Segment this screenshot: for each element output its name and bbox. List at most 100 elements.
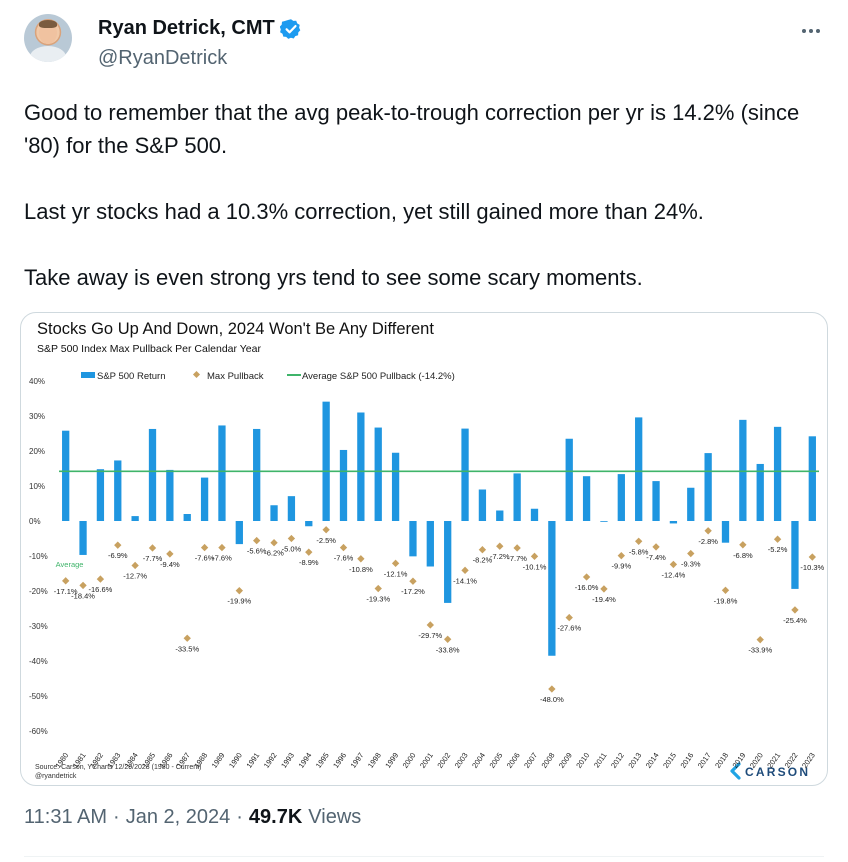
bar-2014	[652, 481, 660, 521]
x-tick-label-2023: 2023	[800, 751, 817, 770]
x-tick-label-2013: 2013	[626, 751, 643, 770]
bar-2020	[756, 463, 764, 521]
y-tick-label: -20%	[29, 587, 48, 596]
bar-1995	[322, 401, 330, 521]
y-tick-label: -50%	[29, 692, 48, 701]
x-tick-label-2006: 2006	[505, 751, 522, 770]
y-tick-label: 40%	[29, 377, 45, 386]
bar-2015	[669, 521, 678, 524]
x-tick-label-2009: 2009	[557, 751, 574, 770]
author-avatar[interactable]	[24, 14, 72, 62]
meta-separator: ·	[236, 806, 243, 828]
pullback-marker-2020	[756, 635, 764, 644]
author-display-name[interactable]: Ryan Detrick, CMT	[98, 17, 275, 39]
pullback-label-2015: -12.4%	[662, 570, 686, 579]
pullback-marker-2001	[426, 621, 434, 629]
bar-1986	[166, 469, 174, 521]
bar-2003	[461, 428, 469, 521]
x-tick-label-1992: 1992	[262, 751, 279, 770]
pullback-label-1999: -12.1%	[384, 569, 408, 578]
pullback-label-1981: -18.4%	[71, 591, 95, 600]
pullback-marker-2005	[496, 542, 504, 550]
x-tick-label-2007: 2007	[522, 751, 539, 770]
pullback-marker-1995	[322, 526, 330, 534]
x-tick-label-2016: 2016	[678, 751, 695, 770]
pullback-marker-1999	[391, 559, 400, 568]
legend-swatch-return	[81, 372, 95, 378]
pullback-label-1992: -6.2%	[264, 549, 284, 558]
tweet-paragraph-1: Good to remember that the avg peak-to-tr…	[24, 100, 800, 158]
bar-2005	[496, 510, 504, 521]
author-name-row: Ryan Detrick, CMT	[98, 17, 302, 40]
x-tick-label-1997: 1997	[349, 751, 366, 770]
pullback-label-1997: -10.8%	[349, 565, 373, 574]
bar-2023	[808, 436, 816, 521]
pullback-label-2019: -6.8%	[733, 551, 753, 560]
bar-1992	[270, 505, 278, 521]
legend-label-return: S&P 500 Return	[97, 371, 165, 382]
bar-2006	[513, 473, 521, 521]
pullback-label-2020: -33.9%	[748, 646, 772, 655]
tweet-date[interactable]: Jan 2, 2024	[125, 806, 231, 828]
bar-2001	[426, 521, 434, 567]
bar-2017	[704, 453, 712, 521]
tweet-text: Good to remember that the avg peak-to-tr…	[24, 96, 830, 294]
pullback-label-2008: -48.0%	[540, 695, 564, 704]
chart-source-line-1: Source: Carson, YCharts 12/29/2023 (1980…	[35, 764, 201, 771]
bar-2002	[444, 521, 452, 603]
bar-1989	[218, 425, 226, 521]
x-tick-label-2018: 2018	[713, 751, 730, 770]
pullback-marker-2008	[548, 685, 556, 693]
pullback-marker-2016	[687, 549, 695, 558]
pullback-marker-2002	[444, 635, 452, 643]
y-tick-label: 0%	[29, 517, 41, 526]
pullback-marker-2022	[791, 606, 799, 614]
pullback-label-1985: -7.7%	[143, 554, 163, 563]
pullback-marker-2004	[478, 546, 487, 554]
pullback-marker-1981	[79, 581, 87, 590]
pullback-label-2017: -2.8%	[698, 537, 718, 546]
pullback-marker-2021	[773, 535, 782, 543]
pullback-marker-1998	[374, 584, 382, 593]
pullback-marker-2003	[461, 566, 469, 575]
pullback-marker-1991	[253, 536, 261, 545]
x-tick-label-2011: 2011	[592, 751, 609, 769]
pullback-marker-2014	[652, 543, 660, 551]
bar-2012	[617, 474, 625, 521]
more-horizontal-icon[interactable]	[796, 16, 826, 46]
x-tick-label-2015: 2015	[661, 751, 678, 770]
bar-2022	[791, 521, 799, 589]
pullback-label-1989: -7.6%	[212, 554, 232, 563]
pullback-marker-1992	[270, 539, 278, 547]
pullback-label-1988: -7.6%	[195, 554, 215, 563]
x-tick-label-1993: 1993	[279, 751, 296, 770]
pullback-marker-1986	[166, 550, 174, 558]
chart-svg: Stocks Go Up And Down, 2024 Won't Be Any…	[29, 320, 825, 780]
bar-1999	[391, 452, 400, 521]
x-tick-label-2010: 2010	[574, 751, 591, 770]
pullback-marker-1996	[339, 543, 348, 552]
pullback-marker-1990	[235, 586, 243, 595]
pullback-label-2013: -5.8%	[629, 547, 649, 556]
bar-1983	[114, 460, 122, 521]
pullback-marker-2013	[635, 537, 643, 545]
bar-2016	[687, 487, 695, 521]
y-tick-label: 30%	[29, 412, 45, 421]
pullback-marker-1993	[287, 534, 296, 543]
carson-brand-text: CARSON	[745, 765, 810, 779]
author-handle[interactable]: @RyanDetrick	[98, 47, 228, 69]
tweet-paragraph-2: Last yr stocks had a 10.3% correction, y…	[24, 199, 704, 224]
pullback-marker-1997	[357, 555, 365, 563]
tweet-time[interactable]: 11:31 AM	[24, 806, 108, 828]
x-tick-label-1988: 1988	[192, 751, 209, 770]
tweet-media-chart[interactable]: Stocks Go Up And Down, 2024 Won't Be Any…	[20, 312, 828, 786]
pullback-marker-2000	[409, 577, 417, 585]
bar-1996	[339, 449, 348, 521]
pullback-label-2005: -7.2%	[490, 552, 510, 561]
chart-legend: S&P 500 Return Max Pullback Average S&P …	[81, 370, 455, 382]
carson-logo: CARSON	[730, 762, 810, 780]
pullback-label-2023: -10.3%	[800, 563, 824, 572]
pullback-label-2004: -8.2%	[473, 556, 493, 565]
pullback-marker-1988	[200, 543, 209, 552]
pullback-marker-2010	[582, 573, 591, 581]
